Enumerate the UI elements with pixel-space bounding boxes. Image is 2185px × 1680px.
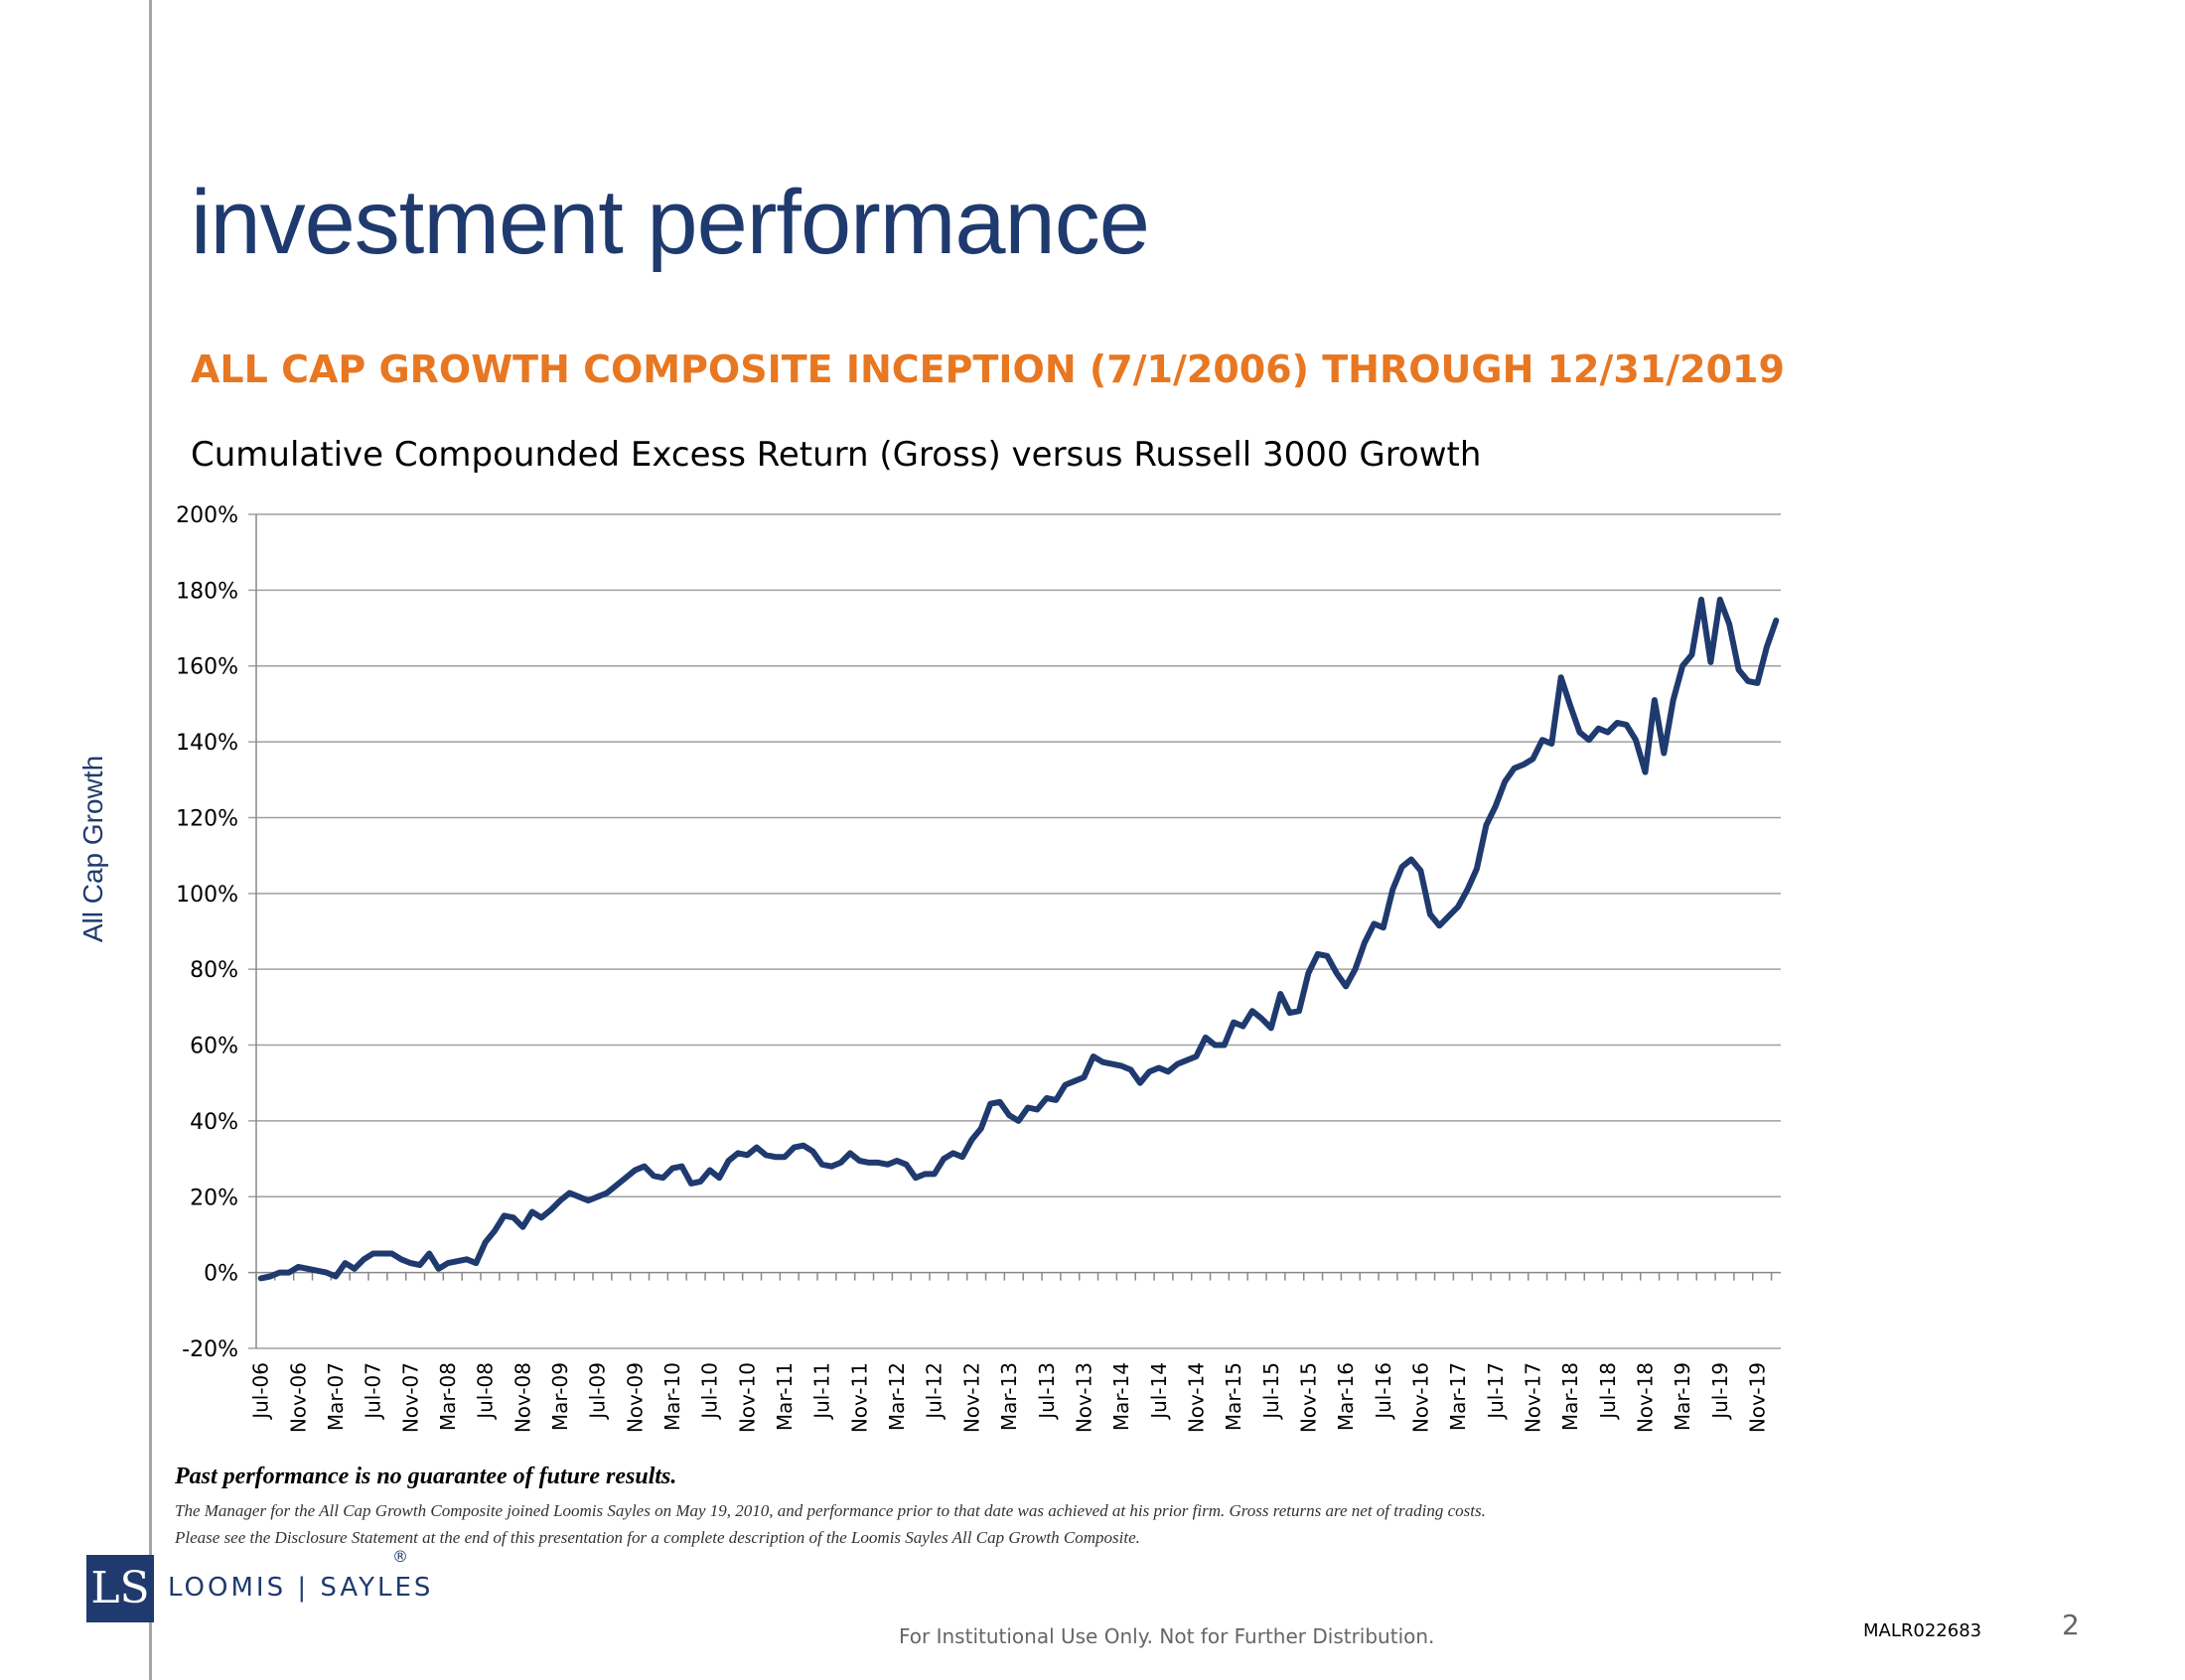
y-tick-label: 0% <box>204 1262 238 1287</box>
page-number: 2 <box>2062 1609 2080 1641</box>
x-tick-label: Nov-07 <box>398 1362 422 1433</box>
x-tick-label: Jul-17 <box>1484 1362 1508 1421</box>
page-subtitle: ALL CAP GROWTH COMPOSITE INCEPTION (7/1/… <box>191 348 1785 391</box>
logo-mark: LS <box>86 1555 154 1622</box>
x-tick-label: Jul-19 <box>1708 1362 1732 1421</box>
x-tick-label: Jul-14 <box>1147 1362 1171 1421</box>
x-tick-label: Mar-16 <box>1334 1362 1358 1431</box>
x-tick-label: Jul-13 <box>1035 1362 1059 1421</box>
y-tick-label: 140% <box>176 731 238 756</box>
y-tick-label: 120% <box>176 806 238 831</box>
x-tick-label: Nov-19 <box>1745 1362 1769 1433</box>
x-tick-label: Nov-08 <box>510 1362 534 1433</box>
y-tick-label: 20% <box>190 1186 238 1210</box>
x-tick-label: Jul-18 <box>1596 1362 1620 1421</box>
distribution-note: For Institutional Use Only. Not for Furt… <box>899 1624 1435 1648</box>
x-tick-label: Mar-09 <box>548 1362 572 1431</box>
series-line <box>257 596 1780 1282</box>
x-tick-label: Nov-13 <box>1072 1362 1095 1433</box>
y-tick-label: 180% <box>176 579 238 604</box>
x-tick-label: Jul-10 <box>698 1362 722 1421</box>
x-tick-label: Jul-15 <box>1259 1362 1283 1421</box>
loomis-sayles-logo: LS LOOMIS | SAYLES ® <box>86 1547 430 1622</box>
x-tick-label: Nov-18 <box>1633 1362 1657 1433</box>
line-chart: -20% 0% 20% 40% 60% 80% 100% 120% 140% 160% 180% 20… <box>176 503 1781 1433</box>
sidebar-divider <box>149 0 152 1680</box>
disclaimer-heading: Past performance is no guarantee of futu… <box>175 1464 677 1489</box>
x-tick-label: Nov-15 <box>1296 1362 1320 1433</box>
document-id: MALR022683 <box>1863 1620 1982 1641</box>
x-tick-label: Nov-12 <box>959 1362 983 1433</box>
x-tick-label: Jul-11 <box>810 1362 834 1421</box>
y-tick-label: -20% <box>182 1337 238 1362</box>
y-tick-label: 160% <box>176 655 238 680</box>
x-tick-label: Jul-06 <box>249 1362 273 1421</box>
x-tick-label: Jul-07 <box>362 1362 385 1421</box>
x-tick-label: Mar-13 <box>997 1362 1021 1431</box>
y-tick-label: 80% <box>190 958 238 983</box>
registered-mark: ® <box>392 1547 408 1566</box>
disclaimer-line-1: The Manager for the All Cap Growth Compo… <box>175 1501 1486 1520</box>
x-tick-label: Jul-16 <box>1372 1362 1395 1421</box>
x-tick-label: Nov-10 <box>735 1362 759 1433</box>
x-tick-label: Mar-15 <box>1222 1362 1245 1431</box>
x-tick-label: Mar-19 <box>1671 1362 1694 1431</box>
x-tick-label: Jul-08 <box>474 1362 498 1421</box>
y-tick-label: 40% <box>190 1110 238 1135</box>
x-tick-label: Nov-14 <box>1184 1362 1208 1433</box>
x-tick-label: Nov-09 <box>623 1362 647 1433</box>
disclaimer-line-2: Please see the Disclosure Statement at t… <box>175 1528 1140 1547</box>
x-tick-label: Mar-10 <box>660 1362 684 1431</box>
y-tick-label: 200% <box>176 503 238 528</box>
x-tick-label: Nov-06 <box>286 1362 310 1433</box>
y-tick-label: 60% <box>190 1035 238 1059</box>
chart-title: Cumulative Compounded Excess Return (Gro… <box>191 435 1482 475</box>
x-tick-label: Mar-11 <box>773 1362 797 1431</box>
x-tick-label: Nov-11 <box>847 1362 871 1433</box>
disclaimer-text: The Manager for the All Cap Growth Compo… <box>175 1497 1804 1551</box>
x-tick-label: Nov-17 <box>1521 1362 1544 1433</box>
x-tick-label: Jul-09 <box>586 1362 610 1421</box>
x-tick-label: Mar-17 <box>1446 1362 1470 1431</box>
page-title: investment performance <box>191 172 1150 273</box>
x-tick-label: Jul-12 <box>923 1362 947 1421</box>
x-tick-label: Nov-16 <box>1408 1362 1432 1433</box>
x-tick-label: Mar-18 <box>1558 1362 1582 1431</box>
x-tick-label: Mar-07 <box>324 1362 348 1431</box>
logo-text: LOOMIS | SAYLES <box>168 1573 434 1603</box>
y-tick-label: 100% <box>176 883 238 908</box>
x-tick-label: Mar-14 <box>1109 1362 1133 1431</box>
x-tick-label: Mar-12 <box>885 1362 909 1431</box>
x-tick-label: Mar-08 <box>436 1362 460 1431</box>
